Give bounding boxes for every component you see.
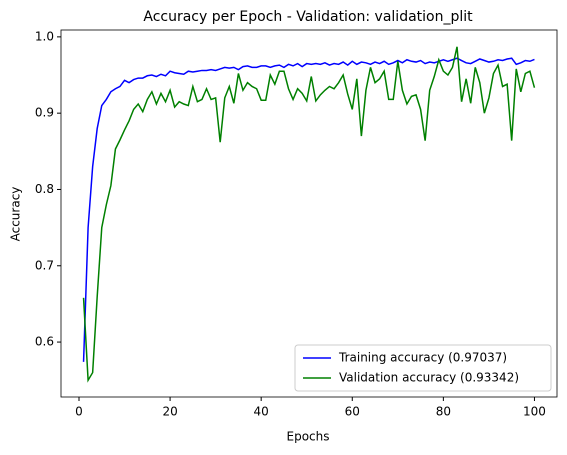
chart-title: Accuracy per Epoch - Validation: validat… xyxy=(143,9,473,25)
y-tick-label: 0.8 xyxy=(35,182,54,196)
x-axis-label: Epochs xyxy=(287,430,330,444)
x-tick-label: 60 xyxy=(345,405,360,419)
x-tick-label: 20 xyxy=(162,405,177,419)
y-tick-label: 0.6 xyxy=(35,335,54,349)
x-tick-label: 40 xyxy=(254,405,269,419)
y-tick-label: 0.9 xyxy=(35,106,54,120)
x-tick-label: 80 xyxy=(436,405,451,419)
axes-frame xyxy=(60,29,558,398)
y-tick-label: 0.7 xyxy=(35,258,54,272)
legend-label: Validation accuracy (0.93342) xyxy=(339,371,519,385)
x-tick-label: 0 xyxy=(75,405,83,419)
legend-box xyxy=(294,344,552,392)
series-line xyxy=(82,57,535,362)
y-axis-label: Accuracy xyxy=(9,187,23,242)
legend-label: Training accuracy (0.97037) xyxy=(338,351,507,365)
series-line xyxy=(82,46,536,383)
y-tick-label: 1.0 xyxy=(35,29,54,43)
x-tick-label: 100 xyxy=(523,405,546,419)
